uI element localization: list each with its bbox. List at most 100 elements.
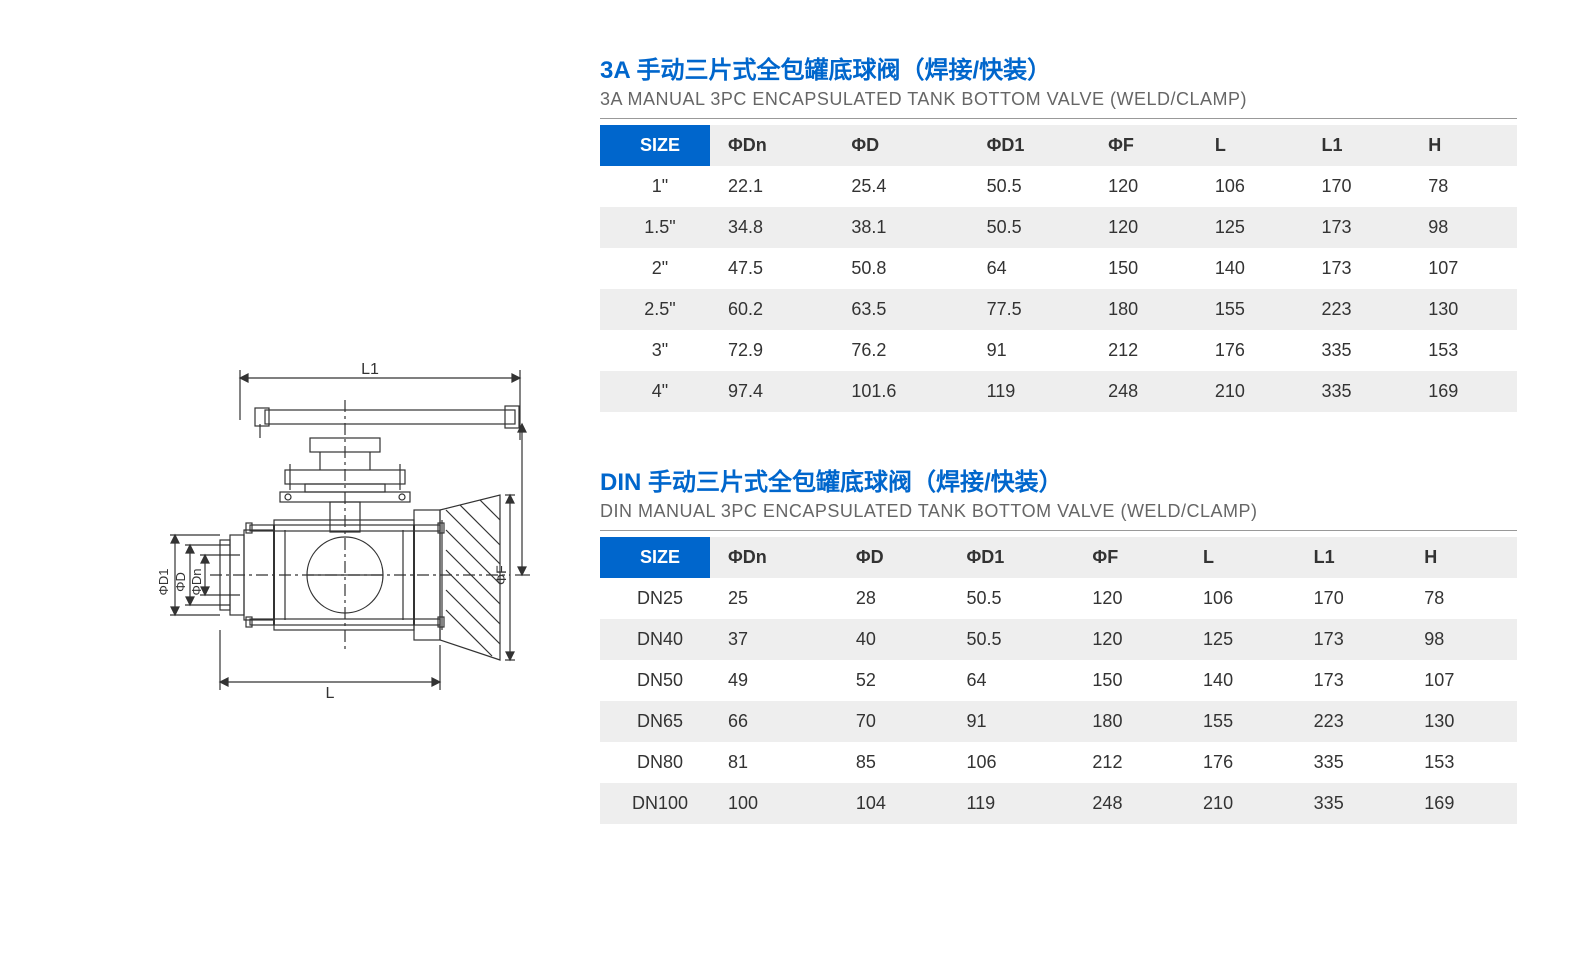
- table-cell: 3": [600, 330, 710, 371]
- col-header: ΦF: [1074, 537, 1185, 578]
- table-cell: 173: [1304, 248, 1411, 289]
- col-header: H: [1406, 537, 1517, 578]
- table-row: DN100100104119248210335169: [600, 783, 1517, 824]
- dim-label-phid1: ΦD1: [156, 568, 171, 595]
- table-cell: 40: [838, 619, 949, 660]
- section-din: DIN 手动三片式全包罐底球阀（焊接/快装） DIN MANUAL 3PC EN…: [600, 462, 1517, 824]
- table-cell: 106: [949, 742, 1075, 783]
- table-cell: 2": [600, 248, 710, 289]
- table-cell: DN50: [600, 660, 710, 701]
- table-cell: 2.5": [600, 289, 710, 330]
- spec-table-3a: SIZEΦDnΦDΦD1ΦFLL1H 1"22.125.450.51201061…: [600, 125, 1517, 412]
- table-cell: 72.9: [710, 330, 833, 371]
- col-header: ΦD: [838, 537, 949, 578]
- table-cell: 210: [1185, 783, 1296, 824]
- table-cell: 180: [1074, 701, 1185, 742]
- spec-table-din: SIZEΦDnΦDΦD1ΦFLL1H DN25252850.5120106170…: [600, 537, 1517, 824]
- table-cell: DN80: [600, 742, 710, 783]
- table-cell: DN25: [600, 578, 710, 619]
- col-header: ΦDn: [710, 125, 833, 166]
- title-en-3a: 3A MANUAL 3PC ENCAPSULATED TANK BOTTOM V…: [600, 89, 1517, 110]
- table-cell: 173: [1296, 660, 1407, 701]
- valve-diagram-svg: L1: [110, 360, 530, 740]
- table-cell: 119: [949, 783, 1075, 824]
- table-cell: 150: [1074, 660, 1185, 701]
- table-cell: 153: [1406, 742, 1517, 783]
- table-cell: 120: [1074, 619, 1185, 660]
- table-cell: 335: [1304, 330, 1411, 371]
- table-cell: DN40: [600, 619, 710, 660]
- table-cell: 212: [1074, 742, 1185, 783]
- col-header: L: [1185, 537, 1296, 578]
- table-cell: 223: [1304, 289, 1411, 330]
- table-cell: 81: [710, 742, 838, 783]
- table-cell: 248: [1074, 783, 1185, 824]
- table-cell: 50.5: [969, 207, 1090, 248]
- technical-drawing: L1: [110, 360, 530, 740]
- table-cell: 335: [1296, 783, 1407, 824]
- table-row: DN65667091180155223130: [600, 701, 1517, 742]
- table-cell: 50.5: [969, 166, 1090, 207]
- table-cell: 49: [710, 660, 838, 701]
- dim-label-l: L: [326, 685, 335, 702]
- table-row: 1.5"34.838.150.512012517398: [600, 207, 1517, 248]
- table-cell: 107: [1406, 660, 1517, 701]
- table-cell: 91: [949, 701, 1075, 742]
- dim-label-phidn: ΦDn: [189, 568, 204, 595]
- table-cell: 98: [1406, 619, 1517, 660]
- col-header: L1: [1304, 125, 1411, 166]
- table-cell: 28: [838, 578, 949, 619]
- table-cell: 210: [1197, 371, 1304, 412]
- table-row: DN808185106212176335153: [600, 742, 1517, 783]
- table-cell: 150: [1090, 248, 1197, 289]
- table-cell: 153: [1410, 330, 1517, 371]
- table-row: DN50495264150140173107: [600, 660, 1517, 701]
- table-cell: 140: [1185, 660, 1296, 701]
- table-cell: 66: [710, 701, 838, 742]
- diagram-column: L1: [60, 40, 580, 919]
- col-header: H: [1410, 125, 1517, 166]
- table-cell: 63.5: [833, 289, 968, 330]
- table-cell: 1": [600, 166, 710, 207]
- table-cell: 60.2: [710, 289, 833, 330]
- title-en-din: DIN MANUAL 3PC ENCAPSULATED TANK BOTTOM …: [600, 501, 1517, 522]
- table-cell: 180: [1090, 289, 1197, 330]
- table-cell: 100: [710, 783, 838, 824]
- table-cell: 91: [969, 330, 1090, 371]
- table-header-row: SIZEΦDnΦDΦD1ΦFLL1H: [600, 125, 1517, 166]
- table-cell: 25.4: [833, 166, 968, 207]
- table-cell: 140: [1197, 248, 1304, 289]
- table-row: 2"47.550.864150140173107: [600, 248, 1517, 289]
- table-cell: DN100: [600, 783, 710, 824]
- table-cell: 1.5": [600, 207, 710, 248]
- table-row: 1"22.125.450.512010617078: [600, 166, 1517, 207]
- col-header: ΦD1: [949, 537, 1075, 578]
- col-header: L1: [1296, 537, 1407, 578]
- table-cell: 64: [949, 660, 1075, 701]
- col-header: ΦD1: [969, 125, 1090, 166]
- title-cn-din: DIN 手动三片式全包罐底球阀（焊接/快装）: [600, 462, 1517, 497]
- table-cell: 98: [1410, 207, 1517, 248]
- tables-column: 3A 手动三片式全包罐底球阀（焊接/快装） 3A MANUAL 3PC ENCA…: [580, 40, 1517, 919]
- table-cell: 52: [838, 660, 949, 701]
- table-cell: 70: [838, 701, 949, 742]
- table-cell: 50.5: [949, 619, 1075, 660]
- table-cell: 173: [1296, 619, 1407, 660]
- col-header: L: [1197, 125, 1304, 166]
- section-3a: 3A 手动三片式全包罐底球阀（焊接/快装） 3A MANUAL 3PC ENCA…: [600, 50, 1517, 412]
- table-cell: 106: [1197, 166, 1304, 207]
- dim-label-phid: ΦD: [173, 572, 188, 592]
- divider: [600, 530, 1517, 531]
- table-cell: 170: [1296, 578, 1407, 619]
- table-cell: DN65: [600, 701, 710, 742]
- table-cell: 120: [1090, 207, 1197, 248]
- table-cell: 155: [1185, 701, 1296, 742]
- table-row: 2.5"60.263.577.5180155223130: [600, 289, 1517, 330]
- col-header: SIZE: [600, 537, 710, 578]
- table-cell: 34.8: [710, 207, 833, 248]
- table-cell: 50.5: [949, 578, 1075, 619]
- table-cell: 37: [710, 619, 838, 660]
- table-cell: 155: [1197, 289, 1304, 330]
- table-cell: 248: [1090, 371, 1197, 412]
- table-cell: 22.1: [710, 166, 833, 207]
